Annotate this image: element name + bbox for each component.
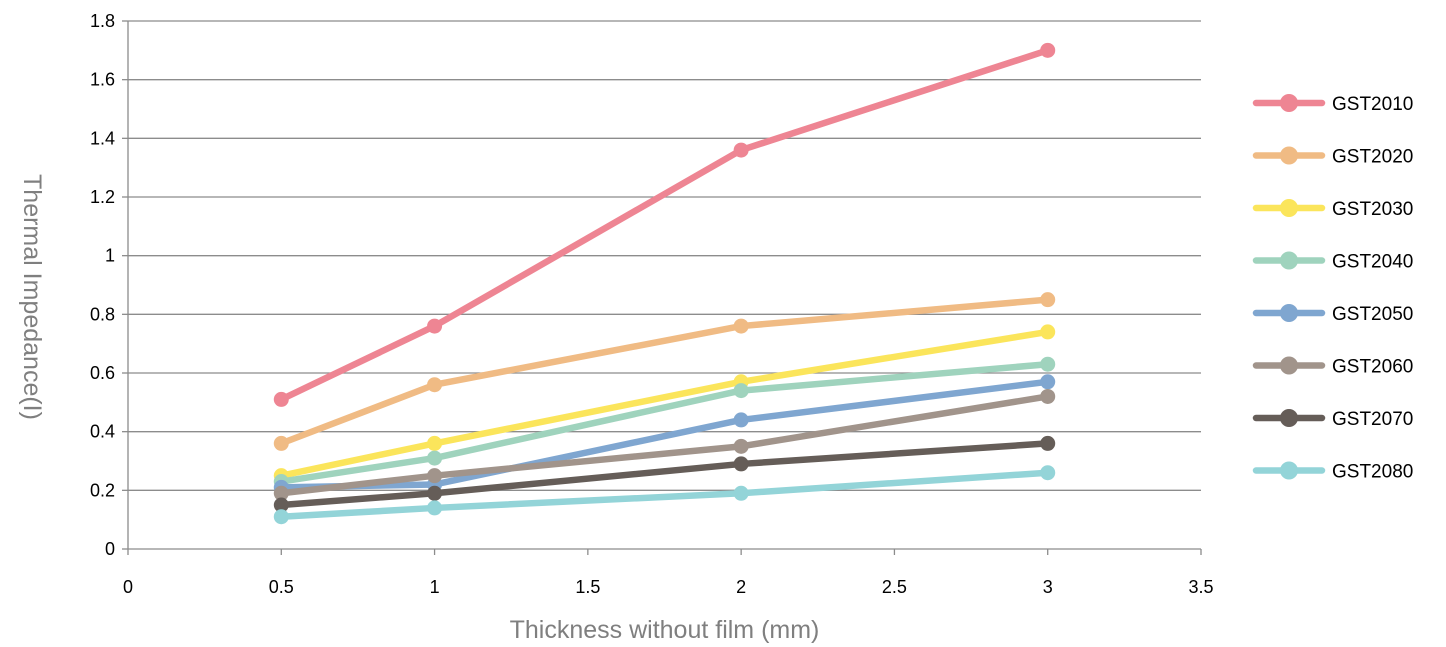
data-point (733, 412, 749, 428)
data-point (733, 318, 749, 334)
legend-swatch-marker (1280, 199, 1298, 217)
series-line (278, 393, 1051, 497)
data-point (1040, 435, 1056, 451)
data-point (1040, 465, 1056, 481)
data-point (273, 391, 289, 407)
series-gst2040 (273, 356, 1056, 490)
data-point (1040, 356, 1056, 372)
series-line (278, 360, 1051, 485)
series-gst2060 (273, 388, 1056, 501)
legend-swatch-marker (1280, 409, 1298, 427)
y-axis-title: Thermal Impedance(I) (18, 174, 46, 420)
data-point (273, 497, 289, 513)
legend-label: GST2020 (1332, 147, 1413, 168)
legend-item: GST2040 (1252, 251, 1413, 273)
data-point (733, 456, 749, 472)
data-point (273, 485, 289, 501)
series-gst2010 (273, 42, 1056, 407)
legend-item: GST2030 (1252, 199, 1413, 220)
legend-item: GST2060 (1252, 356, 1413, 378)
y-tick-label: 1 (105, 246, 115, 266)
series-line (278, 440, 1051, 509)
y-tick-label: 0.8 (90, 304, 115, 324)
data-point (427, 468, 443, 484)
data-point (273, 509, 289, 525)
x-tick-label: 2.5 (882, 577, 907, 597)
series-line (278, 47, 1051, 403)
y-tick-label: 1.2 (90, 187, 115, 207)
series-gst2070 (273, 435, 1056, 513)
legend-label: GST2010 (1332, 94, 1413, 115)
x-tick-label: 1 (430, 577, 440, 597)
legend-swatch-marker (1280, 304, 1298, 322)
series-gst2020 (273, 292, 1056, 451)
data-point (733, 142, 749, 158)
data-point (427, 377, 443, 393)
series-gst2050 (273, 374, 1056, 495)
legend-label: GST2070 (1332, 409, 1413, 430)
legend-label: GST2080 (1332, 462, 1413, 483)
data-point (427, 485, 443, 501)
legend-swatch-marker (1280, 461, 1298, 480)
data-point (1040, 374, 1056, 390)
y-tick-label: 1.6 (90, 70, 115, 90)
data-point (1040, 292, 1056, 308)
data-point (733, 485, 749, 501)
legend-swatch-marker (1280, 146, 1298, 165)
legend-swatch-marker (1280, 251, 1298, 270)
legend-swatch-marker (1280, 356, 1298, 375)
y-tick-label: 1.8 (90, 11, 115, 31)
legend-item: GST2010 (1252, 94, 1413, 115)
data-point (427, 318, 443, 334)
legend-label: GST2060 (1332, 357, 1413, 378)
data-point (1040, 42, 1056, 58)
data-point (273, 435, 289, 451)
data-point (733, 438, 749, 454)
data-point (427, 435, 443, 451)
legend-item: GST2020 (1252, 146, 1413, 168)
y-tick-label: 1.4 (90, 128, 115, 148)
legend-item: GST2050 (1252, 304, 1413, 325)
legend: GST2010 GST2020 GST2030 GST2040 GST2050 GST20… (1252, 94, 1413, 483)
y-tick-label: 0.4 (90, 422, 115, 442)
series-line (278, 328, 1051, 479)
legend-item: GST2080 (1252, 461, 1413, 483)
data-point (427, 450, 443, 466)
gridlines (128, 20, 1201, 491)
x-tick-label: 1.5 (575, 577, 600, 597)
legend-item: GST2070 (1252, 409, 1413, 430)
series-line (278, 469, 1051, 520)
legend-label: GST2050 (1332, 304, 1413, 325)
data-point (427, 500, 443, 516)
y-tick-label: 0 (105, 539, 115, 559)
x-tick-label: 0.5 (269, 577, 294, 597)
y-tick-label: 0.6 (90, 363, 115, 383)
y-tick-label: 0.2 (90, 480, 115, 500)
data-point (733, 383, 749, 399)
x-axis-title: Thickness without film (mm) (510, 616, 820, 644)
x-tick-label: 0 (123, 577, 133, 597)
x-tick-label: 2 (736, 577, 746, 597)
x-tick-label: 3 (1043, 577, 1053, 597)
series-lines (273, 42, 1056, 525)
legend-swatch-marker (1280, 94, 1298, 112)
legend-label: GST2040 (1332, 252, 1413, 273)
series-gst2080 (273, 465, 1056, 525)
legend-label: GST2030 (1332, 199, 1413, 220)
data-point (1040, 324, 1056, 340)
data-point (1040, 388, 1056, 404)
axes: 0 0.2 0.4 0.6 0.8 1 1.2 1.4 1.6 1.8 0 0.5 1 1.5 2 2.5 3 3… (90, 11, 1214, 597)
series-line (278, 296, 1051, 447)
x-tick-label: 3.5 (1188, 577, 1213, 597)
